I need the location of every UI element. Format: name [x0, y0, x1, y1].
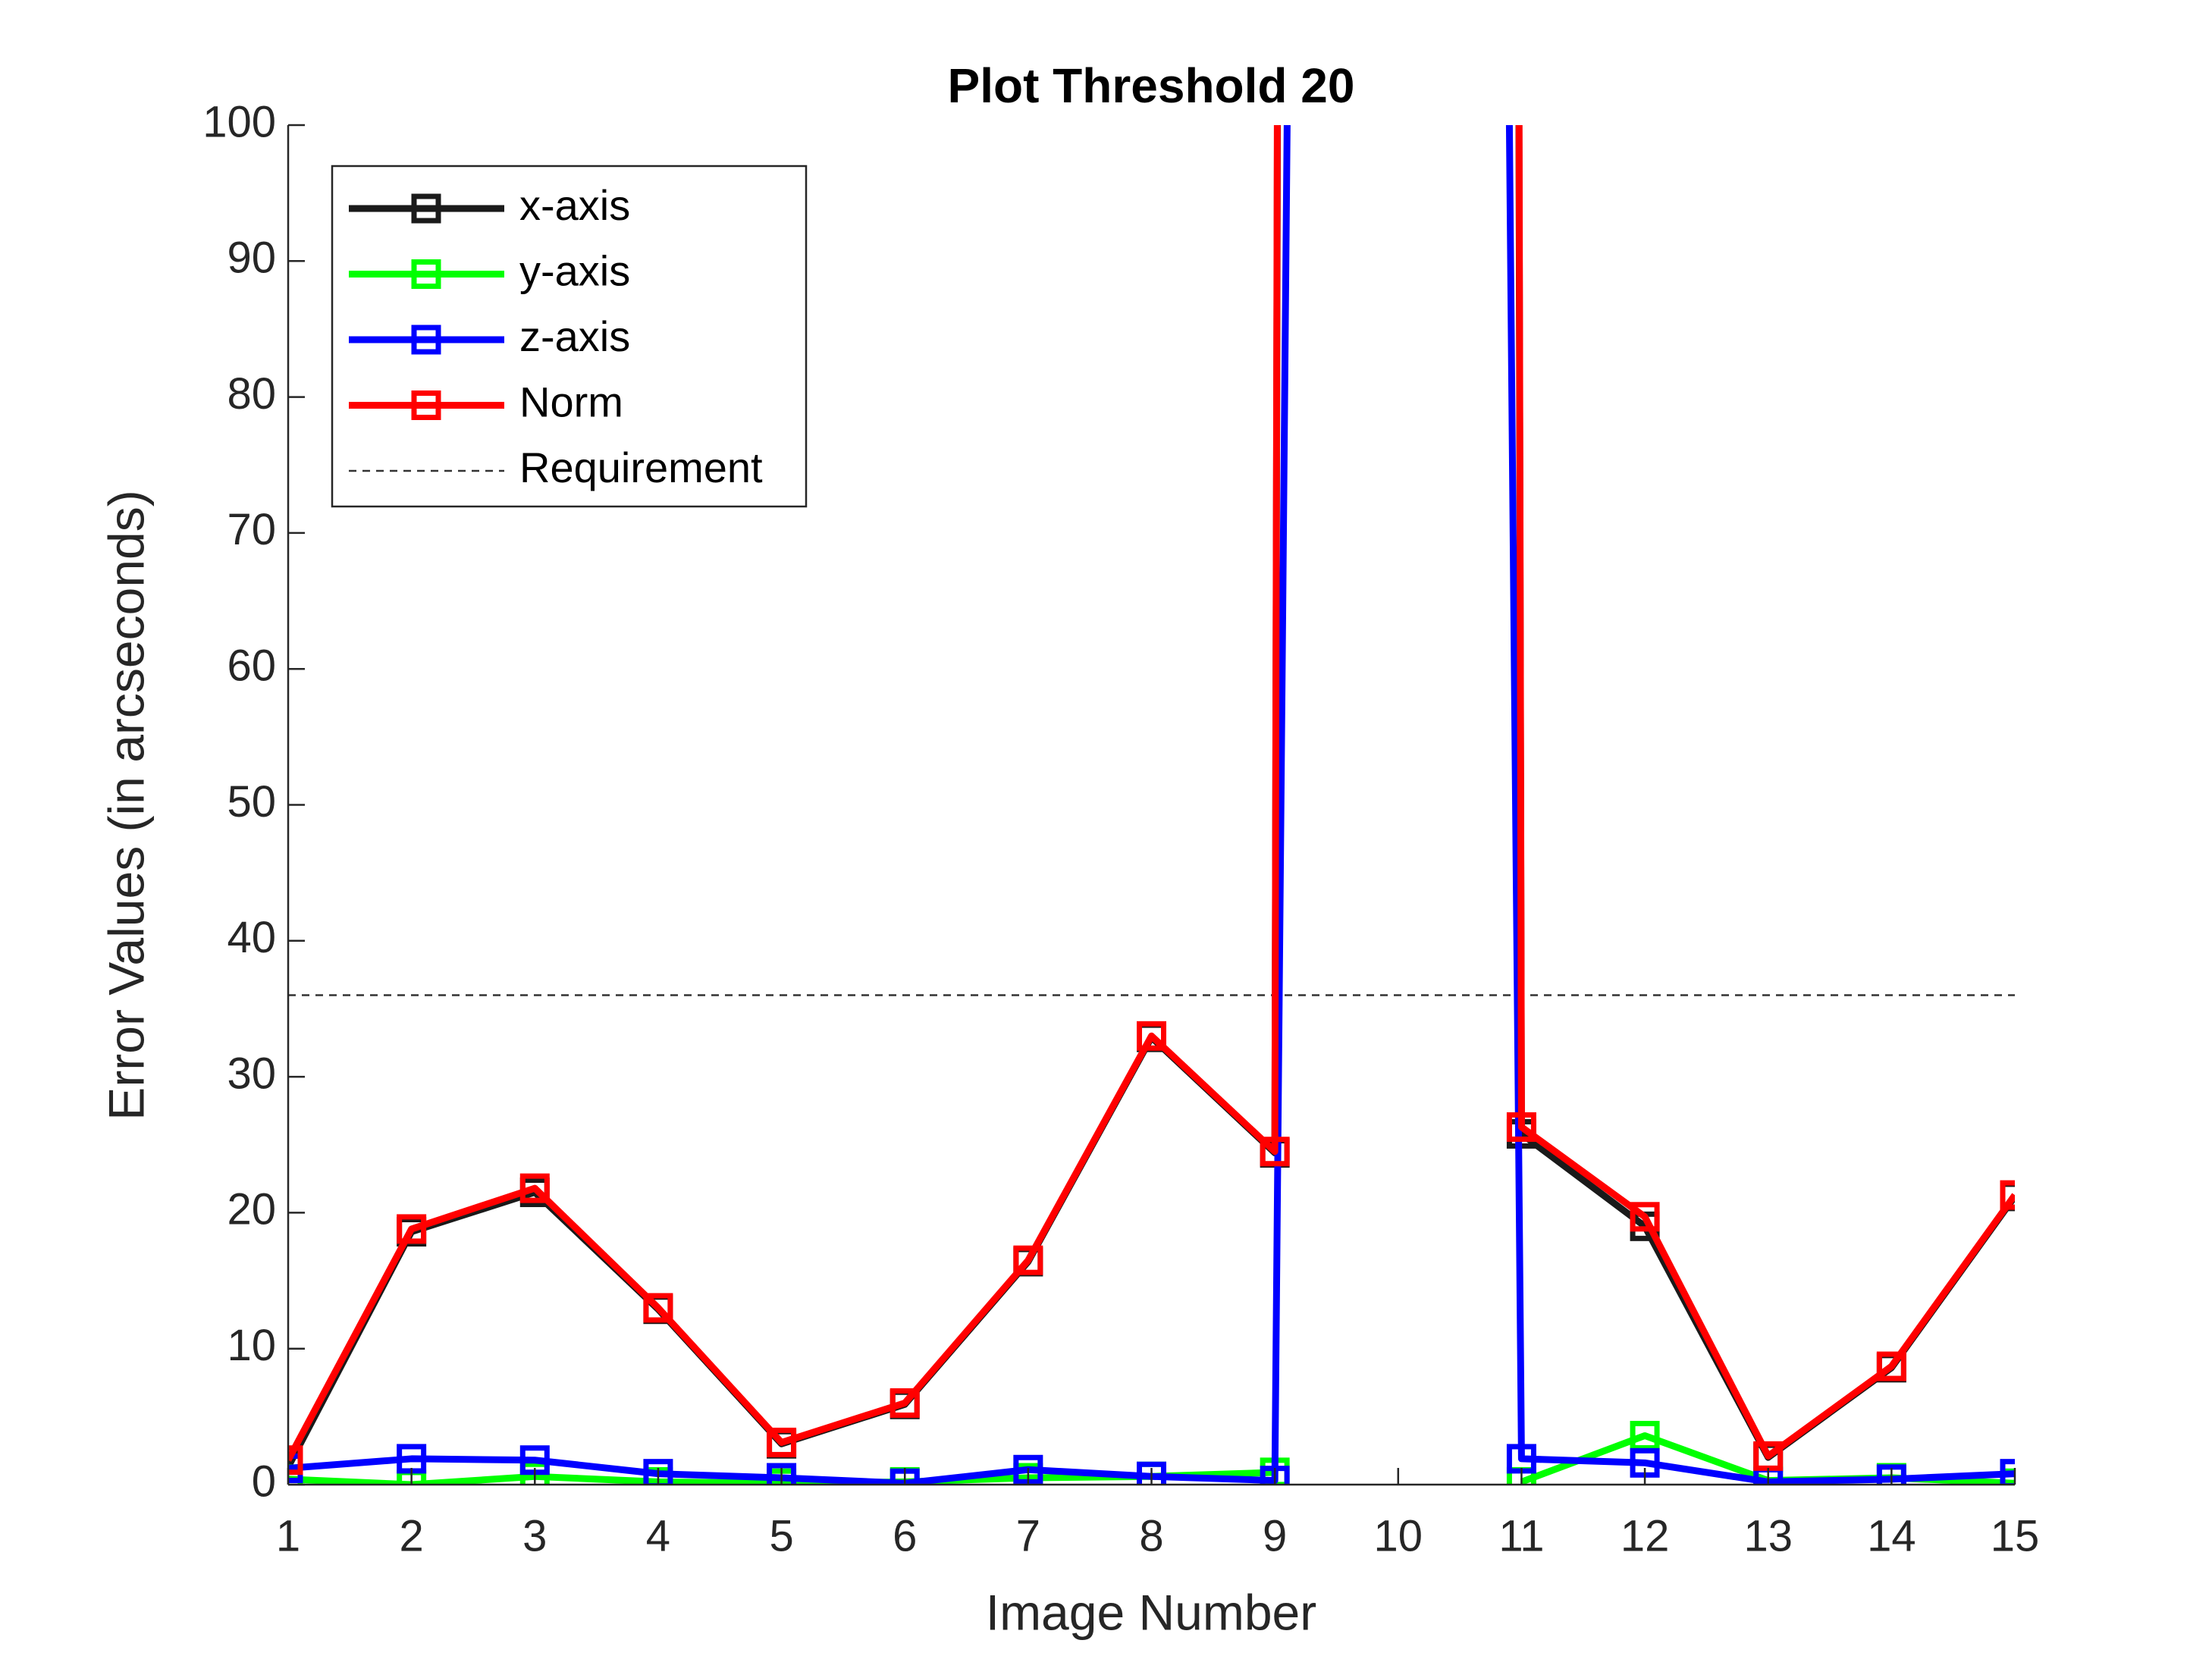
- legend-marker: [411, 325, 441, 355]
- legend-label: y-axis: [519, 246, 630, 294]
- marker: [1137, 1021, 1166, 1051]
- marker: [1630, 1202, 1660, 1232]
- marker: [1260, 1137, 1290, 1167]
- legend-label: z-axis: [519, 312, 630, 360]
- marker: [397, 1214, 427, 1244]
- marker: [1137, 1461, 1166, 1485]
- x-tick-label: 15: [1991, 1511, 2040, 1560]
- y-tick-label: 90: [227, 234, 276, 283]
- x-tick-label: 3: [522, 1511, 547, 1560]
- legend-label: x-axis: [519, 181, 630, 229]
- y-axis-label: Error Values (in arcseconds): [98, 490, 154, 1120]
- x-tick-label: 6: [893, 1511, 917, 1560]
- y-tick-label: 60: [227, 641, 276, 691]
- x-tick-label: 9: [1263, 1511, 1287, 1560]
- marker: [643, 1459, 673, 1485]
- x-tick-label: 11: [1498, 1511, 1544, 1560]
- x-tick-label: 10: [1374, 1511, 1423, 1560]
- x-axis-label: Image Number: [986, 1584, 1317, 1640]
- marker: [519, 1461, 550, 1485]
- x-tick-label: 1: [276, 1511, 300, 1560]
- x-tick-label: 5: [769, 1511, 793, 1560]
- x-tick-label: 7: [1016, 1511, 1040, 1560]
- marker: [1506, 1112, 1536, 1142]
- marker: [1630, 1420, 1660, 1450]
- marker: [1876, 1351, 1906, 1381]
- legend-marker: [411, 259, 441, 289]
- x-tick-label: 8: [1139, 1511, 1163, 1560]
- marker: [767, 1463, 797, 1485]
- marker: [2000, 1459, 2015, 1485]
- marker: [288, 1445, 303, 1476]
- x-tick-label: 2: [400, 1511, 424, 1560]
- y-tick-label: 70: [227, 505, 276, 554]
- y-tick-label: 80: [227, 369, 276, 419]
- y-tick-label: 20: [227, 1185, 276, 1234]
- marker: [1876, 1464, 1906, 1485]
- legend-marker: [411, 390, 441, 420]
- legend-label: Norm: [519, 378, 623, 425]
- x-tick-label: 12: [1621, 1511, 1670, 1560]
- x-tick-label: 14: [1867, 1511, 1916, 1560]
- x-tick-label: 4: [646, 1511, 670, 1560]
- y-tick-label: 100: [202, 97, 276, 146]
- marker: [890, 1388, 920, 1418]
- series-line: [288, 125, 2015, 1462]
- y-tick-label: 10: [227, 1321, 276, 1370]
- marker: [519, 1173, 550, 1203]
- y-tick-label: 30: [227, 1049, 276, 1098]
- marker: [767, 1427, 797, 1457]
- marker: [643, 1293, 673, 1323]
- y-tick-label: 50: [227, 777, 276, 826]
- marker: [2000, 1180, 2015, 1210]
- legend: x-axis y-axis z-axis Norm Requirement: [331, 165, 808, 508]
- y-tick-label: 0: [252, 1457, 276, 1506]
- marker: [1013, 1245, 1043, 1275]
- legend-label: Requirement: [519, 444, 763, 491]
- chart-title: Plot Threshold 20: [948, 58, 1355, 113]
- x-tick-label: 13: [1743, 1511, 1793, 1560]
- legend-marker: [411, 193, 441, 224]
- y-tick-label: 40: [227, 913, 276, 962]
